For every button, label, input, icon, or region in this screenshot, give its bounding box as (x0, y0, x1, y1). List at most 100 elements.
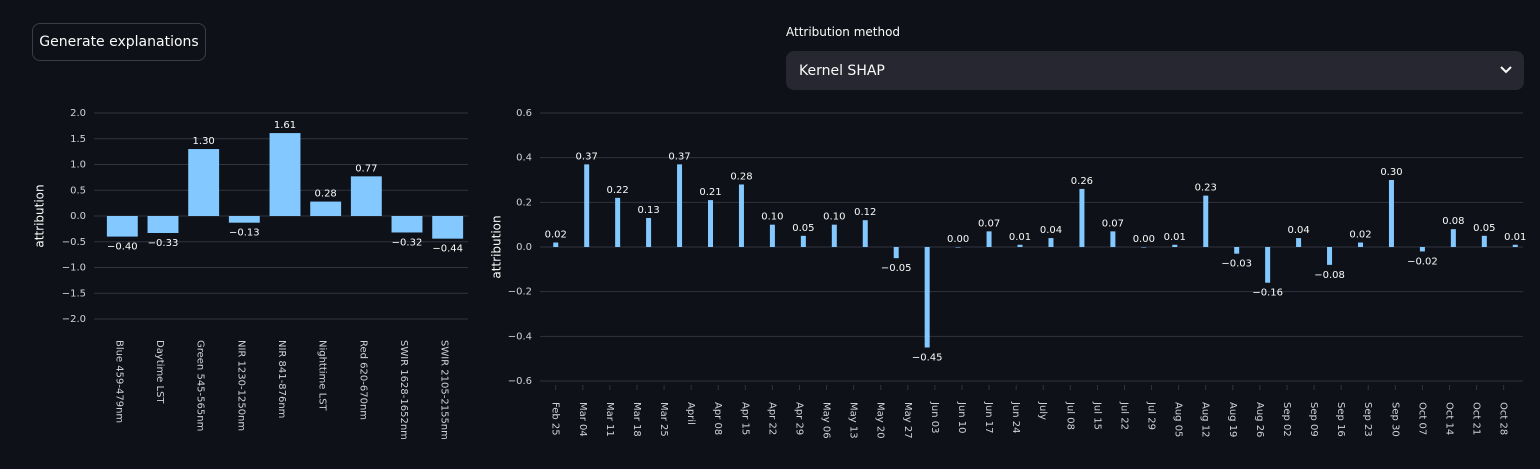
select-value: Kernel SHAP (799, 62, 885, 79)
bar (708, 200, 713, 247)
bar (862, 220, 868, 247)
x-tick-label: Sep 02 (1281, 402, 1292, 437)
bar (1327, 247, 1333, 265)
value-label: −0.40 (107, 242, 138, 253)
bar (1234, 247, 1240, 254)
y-tick-label: −0.2 (508, 287, 532, 298)
y-tick-label: 0.0 (70, 211, 86, 222)
value-label: 1.30 (193, 136, 215, 147)
bar (1481, 235, 1487, 247)
x-tick-label: Sep 30 (1389, 402, 1400, 437)
x-tick-label: Apr 15 (739, 402, 750, 435)
x-tick-label: Aug 05 (1173, 402, 1184, 437)
value-label: 0.22 (607, 185, 629, 196)
bar (1419, 247, 1425, 252)
bar (391, 216, 423, 233)
x-tick-label: Aug 19 (1227, 402, 1238, 437)
value-label: 0.08 (1442, 216, 1464, 227)
value-label: 0.02 (545, 230, 567, 241)
x-tick-label: Apr 08 (712, 402, 723, 435)
value-label: 0.37 (576, 151, 598, 162)
y-tick-label: 0.2 (516, 197, 532, 208)
x-tick-label: May 27 (902, 402, 913, 439)
bar (893, 247, 899, 259)
value-label: 0.05 (792, 223, 814, 234)
x-tick-label: May 06 (821, 402, 832, 439)
x-tick-label: Jun 03 (929, 401, 940, 434)
generate-button[interactable]: Generate explanations (32, 23, 206, 61)
x-tick-label: NIR 841-876nm (276, 340, 287, 418)
x-tick-label: Mar 25 (658, 402, 669, 437)
value-label: 0.77 (355, 163, 377, 174)
y-tick-label: −2.0 (62, 314, 86, 325)
value-label: 0.10 (823, 212, 845, 223)
bar (1017, 244, 1023, 247)
y-tick-label: 0.0 (516, 242, 532, 253)
bar (106, 216, 138, 237)
y-tick-label: −1.5 (62, 288, 86, 299)
bar (553, 242, 559, 247)
x-tick-label: Oct 07 (1416, 402, 1427, 435)
bar (1141, 247, 1147, 248)
value-label: 0.23 (1195, 183, 1217, 194)
y-tick-label: 0.6 (516, 108, 532, 119)
x-tick-label: Jun 24 (1010, 401, 1021, 434)
value-label: 0.10 (761, 212, 783, 223)
value-label: 0.07 (1102, 218, 1124, 229)
x-tick-label: Jul 29 (1146, 401, 1157, 430)
value-label: 1.61 (274, 120, 296, 131)
bar (955, 247, 961, 248)
x-tick-label: Nighttime LST (317, 340, 328, 412)
y-axis-label: attribution (33, 184, 47, 247)
value-label: −0.32 (392, 237, 423, 248)
x-tick-label: Sep 16 (1335, 402, 1346, 437)
bar (269, 133, 301, 216)
value-label: 0.01 (1504, 232, 1526, 243)
value-label: 0.02 (1349, 230, 1371, 241)
bar (646, 217, 652, 247)
x-tick-label: May 20 (875, 402, 886, 439)
bar (615, 197, 621, 247)
x-tick-label: Jul 15 (1091, 401, 1102, 430)
x-tick-label: Daytime LST (154, 340, 165, 404)
value-label: 0.28 (315, 189, 337, 200)
bar (584, 164, 590, 247)
bar (1512, 244, 1518, 247)
value-label: 0.30 (1380, 167, 1402, 178)
x-tick-label: Oct 14 (1443, 402, 1454, 435)
value-label: −0.05 (881, 263, 912, 274)
bar (1079, 188, 1085, 247)
value-label: 0.21 (699, 187, 721, 198)
y-tick-label: −0.6 (508, 376, 532, 387)
y-tick-label: 2.0 (70, 108, 86, 119)
value-label: −0.45 (912, 353, 943, 364)
method-select[interactable]: Kernel SHAP (786, 51, 1524, 90)
select-label: Attribution method (786, 25, 901, 39)
value-label: 0.00 (947, 234, 969, 245)
x-tick-label: Jun 10 (956, 401, 967, 434)
y-tick-label: −0.4 (508, 331, 532, 342)
x-tick-label: Oct 28 (1498, 402, 1509, 435)
bar (986, 231, 992, 247)
x-tick-label: April (685, 402, 696, 425)
x-tick-label: Apr 29 (793, 402, 804, 435)
value-label: 0.13 (637, 205, 659, 216)
bar (432, 216, 464, 239)
bar (1265, 247, 1271, 283)
y-tick-label: 1.0 (70, 160, 86, 171)
y-tick-label: 0.4 (516, 153, 532, 164)
y-tick-label: −1.0 (62, 263, 86, 274)
y-tick-label: 1.5 (70, 134, 86, 145)
value-label: −0.44 (432, 244, 463, 255)
x-tick-label: May 13 (848, 402, 859, 439)
y-tick-label: −0.5 (62, 237, 86, 248)
value-label: 0.05 (1473, 223, 1495, 234)
x-tick-label: Blue 459-479nm (113, 340, 124, 423)
x-tick-label: Green 545-565nm (195, 340, 206, 431)
x-tick-label: SWIR 1628-1652nm (398, 340, 409, 440)
bar (677, 164, 683, 247)
value-label: −0.02 (1407, 256, 1438, 267)
x-tick-label: Oct 21 (1471, 402, 1482, 435)
